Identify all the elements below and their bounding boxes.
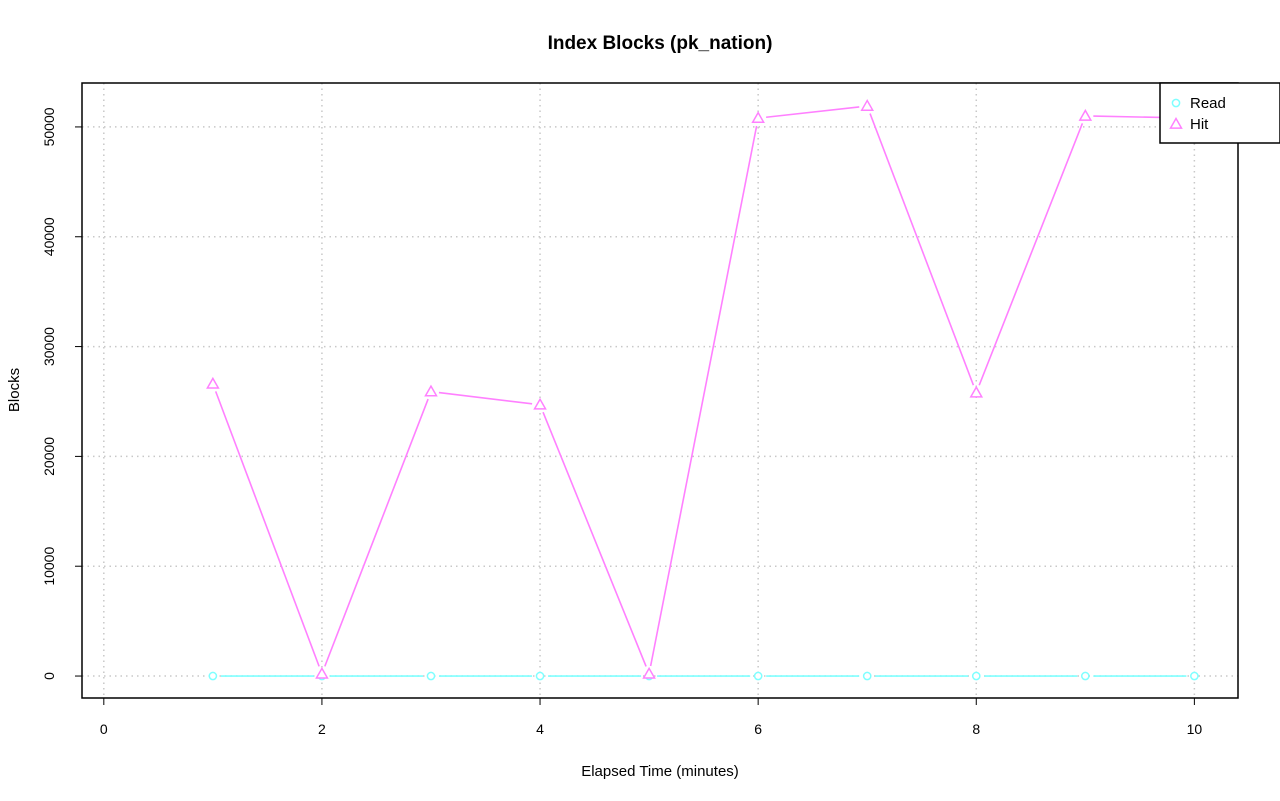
data-point [860, 99, 874, 111]
data-point [533, 397, 547, 410]
x-tick-label: 10 [1187, 721, 1203, 737]
x-tick-label: 4 [536, 721, 544, 737]
x-axis-label: Elapsed Time (minutes) [581, 763, 739, 780]
legend-label: Hit [1190, 116, 1209, 133]
grid-lines [82, 83, 1238, 698]
x-tick-label: 6 [754, 721, 762, 737]
series-line-segment [438, 391, 533, 405]
data-point [206, 376, 220, 389]
x-tick-label: 0 [100, 721, 108, 737]
data-point [862, 671, 872, 681]
series-hit [206, 99, 1202, 679]
series-line-segment [324, 398, 429, 667]
data-point [969, 385, 984, 398]
series-line-segment [542, 411, 647, 667]
series-line-segment [978, 123, 1084, 386]
y-tick-label: 10000 [41, 547, 57, 586]
y-axis-label: Blocks [6, 368, 23, 412]
series-line-segment [869, 113, 975, 386]
legend-label: Read [1190, 95, 1226, 112]
x-tick-label: 2 [318, 721, 326, 737]
y-tick-label: 20000 [41, 437, 57, 476]
data-point [642, 666, 656, 679]
data-point [315, 666, 329, 679]
data-point [1078, 108, 1093, 121]
x-axis: 0 2 4 6 8 10 [100, 698, 1202, 737]
legend: Read Hit [1159, 82, 1280, 144]
data-point [208, 671, 218, 681]
y-tick-label: 50000 [41, 107, 57, 146]
series-layer [206, 99, 1202, 681]
plot-frame [81, 82, 1239, 699]
data-point [753, 671, 763, 681]
y-tick-label: 30000 [41, 327, 57, 366]
y-axis: 0 10000 20000 30000 40000 50000 [41, 107, 82, 680]
series-line-segment [214, 391, 320, 667]
y-tick-label: 40000 [41, 217, 57, 256]
legend-marker [1169, 116, 1183, 129]
data-point [1190, 671, 1199, 681]
data-point [751, 111, 765, 124]
series-read [208, 671, 1199, 681]
data-point [971, 671, 981, 681]
series-line-segment [766, 106, 860, 119]
legend-marker [1171, 98, 1181, 108]
data-point [1080, 671, 1090, 681]
chart-title: Index Blocks (pk_nation) [548, 33, 773, 54]
data-point [424, 384, 438, 397]
y-tick-label: 0 [41, 672, 57, 680]
data-point [535, 671, 545, 681]
legend-box [1159, 82, 1280, 144]
series-line-segment [649, 125, 758, 667]
x-tick-label: 8 [972, 721, 980, 737]
data-point [426, 671, 436, 681]
